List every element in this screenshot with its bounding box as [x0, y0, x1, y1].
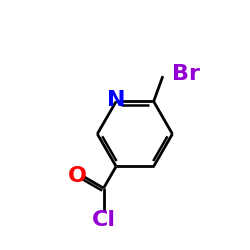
- Text: Br: Br: [172, 64, 200, 84]
- Text: Cl: Cl: [92, 210, 116, 230]
- Text: N: N: [107, 90, 125, 110]
- Text: O: O: [68, 166, 87, 186]
